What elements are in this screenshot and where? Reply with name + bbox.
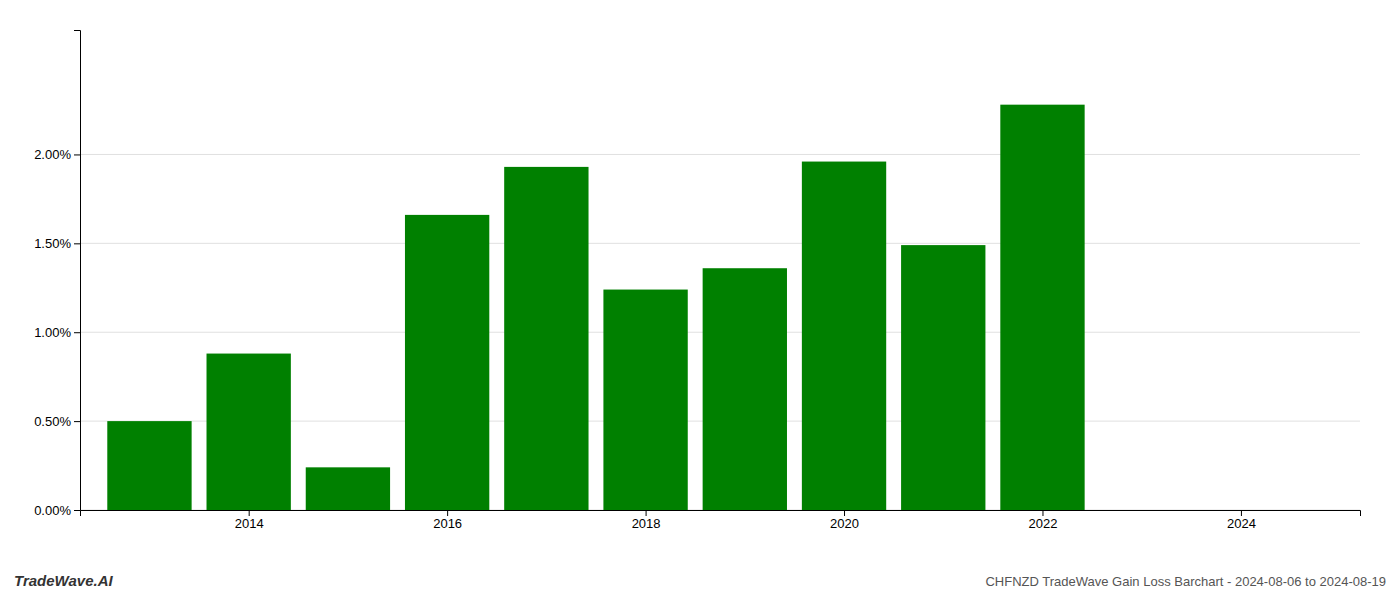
bar [504, 167, 588, 510]
x-tick: 2016 [433, 510, 462, 531]
x-tick-mark [249, 510, 250, 516]
y-tick: 0.50% [34, 414, 80, 429]
x-tick-mark [447, 510, 448, 516]
y-tick-label: 0.00% [34, 503, 71, 518]
y-tick-label: 0.50% [34, 414, 71, 429]
x-tick-label: 2016 [433, 516, 462, 531]
y-tick: 0.00% [34, 503, 80, 518]
grid-line [80, 154, 1360, 155]
x-axis: 2014 2016 2018 2020 2022 2024 [81, 510, 1361, 531]
y-tick-mark [74, 510, 80, 511]
x-tick-label: 2020 [830, 516, 859, 531]
x-tick: 2022 [1029, 510, 1058, 531]
bar [207, 354, 291, 510]
x-tick: 2020 [830, 510, 859, 531]
y-tick-mark [74, 243, 80, 244]
bar [703, 268, 787, 510]
watermark: TradeWave.AI [14, 572, 113, 589]
y-tick: 2.00% [34, 147, 80, 162]
grid [80, 154, 1360, 510]
x-tick-label: 2014 [235, 516, 264, 531]
bar [1000, 105, 1084, 510]
x-tick-mark [844, 510, 845, 516]
bar [107, 421, 191, 510]
y-tick-label: 1.00% [34, 325, 71, 340]
bar [802, 162, 886, 510]
y-tick: 1.50% [34, 236, 80, 251]
x-tick-mark [1042, 510, 1043, 516]
x-tick: 2014 [235, 510, 264, 531]
y-tick-mark [74, 421, 80, 422]
bars [107, 105, 1084, 510]
title: CHFNZD TradeWave Gain Loss Barchart - 20… [985, 574, 1386, 589]
bar [306, 467, 390, 510]
bar [901, 245, 985, 510]
y-tick-label: 2.00% [34, 147, 71, 162]
grid-line [80, 243, 1360, 244]
bar [405, 215, 489, 510]
x-tick-mark [646, 510, 647, 516]
x-tick-label: 2018 [632, 516, 661, 531]
x-tick-mark [1241, 510, 1242, 516]
y-tick-mark [74, 332, 80, 333]
y-axis: 0.00% 0.50% 1.00% 1.50% 2.00% [34, 31, 80, 518]
x-tick-label: 2022 [1029, 516, 1058, 531]
x-axis-line [81, 511, 1361, 517]
y-tick-mark [74, 154, 80, 155]
y-tick: 1.00% [34, 325, 80, 340]
chart: 2014 2016 2018 2020 2022 2024 0.00% 0.50% 1.00% 1… [0, 0, 1400, 600]
y-tick-label: 1.50% [34, 236, 71, 251]
bar [603, 290, 687, 510]
x-tick: 2024 [1227, 510, 1256, 531]
plot: 2014 2016 2018 2020 2022 2024 0.00% 0.50% 1.00% 1… [34, 31, 1360, 532]
x-tick: 2018 [632, 510, 661, 531]
x-tick-label: 2024 [1227, 516, 1256, 531]
y-axis-line [74, 31, 81, 511]
